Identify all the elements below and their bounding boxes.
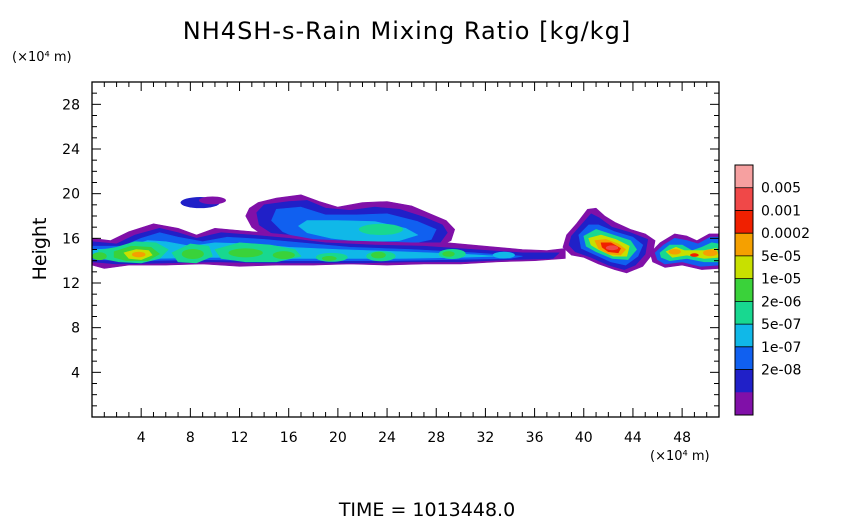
chart-title: NH4SH-s-Rain Mixing Ratio [kg/kg] [183, 17, 631, 45]
colorbar-label: 5e-07 [761, 317, 801, 333]
x-tick-label: 36 [526, 430, 544, 446]
x-tick-label: 12 [231, 430, 249, 446]
contour-patch [690, 253, 699, 257]
y-tick-label: 20 [62, 187, 80, 203]
y-tick-label: 28 [62, 97, 80, 113]
colorbar-label: 1e-07 [761, 340, 801, 356]
x-tick-label: 40 [575, 430, 593, 446]
colorbar-swatch [735, 187, 753, 211]
x-tick-label: 44 [624, 430, 642, 446]
colorbar-label: 2e-06 [761, 294, 801, 310]
colorbar-swatch [735, 165, 753, 189]
x-tick-label: 28 [427, 430, 445, 446]
colorbar-swatch [735, 301, 753, 325]
x-tick-label: 20 [329, 430, 347, 446]
x-tick-label: 4 [137, 430, 146, 446]
contour-patch [272, 251, 295, 259]
colorbar-label: 1e-05 [761, 272, 801, 288]
colorbar-label: 2e-08 [761, 363, 801, 379]
colorbar-swatch [735, 255, 753, 280]
contour-patch [492, 251, 515, 259]
y-tick-label: 24 [62, 142, 80, 158]
contour-patch [668, 248, 681, 255]
y-tick-labels: 4 8 12 16 20 24 28 [62, 97, 80, 381]
y-tick-label: 4 [71, 365, 80, 381]
contour-patch [198, 196, 227, 205]
colorbar-swatch [735, 233, 753, 257]
contour-patch [181, 248, 204, 259]
contour-patch [358, 223, 404, 235]
contour-patch [703, 249, 718, 257]
colorbar-swatch [735, 346, 753, 370]
colorbar-label: 0.0002 [761, 226, 810, 242]
colorbar-swatch [735, 210, 753, 234]
y-tick-label: 12 [62, 276, 80, 292]
colorbar-swatch [735, 369, 753, 393]
contour-patch [92, 252, 107, 261]
x-tick-label: 48 [673, 430, 691, 446]
y-unit-label: (×10⁴ m) [12, 50, 72, 65]
colorbar-frame [734, 164, 754, 416]
x-unit-label: (×10⁴ m) [650, 449, 710, 464]
colorbar: 0.005 0.001 0.0002 5e-05 1e-05 2e-06 5e-07 1e-0… [734, 164, 810, 416]
x-tick-labels: 4 8 12 16 20 24 28 32 36 40 44 48 [137, 430, 691, 446]
colorbar-label: 0.005 [761, 181, 801, 197]
colorbar-label: 5e-05 [761, 249, 801, 265]
contour-patch [371, 251, 386, 259]
y-tick-label: 8 [71, 321, 80, 337]
colorbar-label: 0.001 [761, 203, 801, 219]
x-tick-label: 16 [280, 430, 298, 446]
time-label: TIME = 1013448.0 [338, 499, 515, 519]
x-tick-label: 24 [378, 430, 396, 446]
contour-patch [321, 255, 337, 261]
contour-patch [228, 248, 263, 258]
contour-patch [442, 251, 455, 257]
colorbar-swatch [735, 324, 753, 348]
x-tick-label: 32 [476, 430, 494, 446]
x-tick-label: 8 [186, 430, 195, 446]
contour-field [92, 194, 719, 274]
y-tick-label: 16 [62, 231, 80, 247]
y-axis-label: Height [29, 218, 51, 281]
contour-patch [605, 245, 619, 251]
contour-patch [131, 251, 146, 258]
axis-ticks [92, 82, 719, 417]
colorbar-swatch [735, 278, 753, 302]
colorbar-swatch [735, 392, 753, 416]
